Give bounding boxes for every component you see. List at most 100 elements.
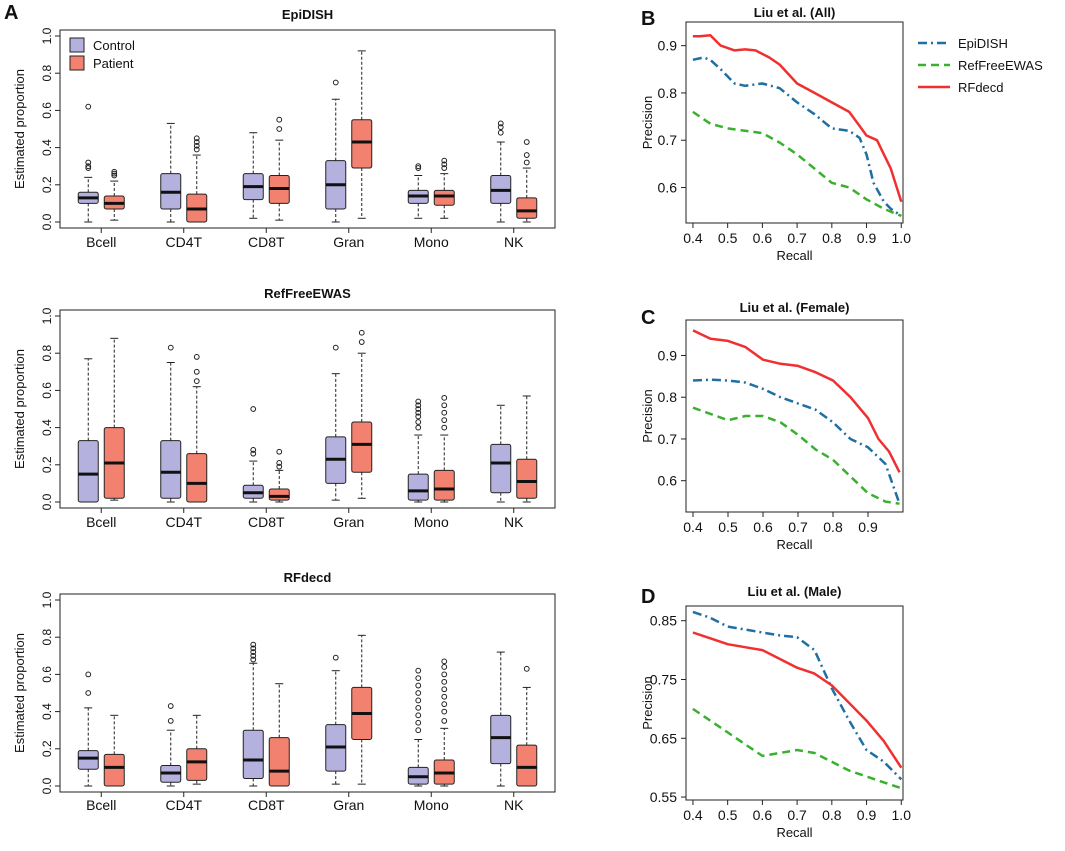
y-tick-label: 1.0 xyxy=(40,591,54,608)
box-cd4t-control xyxy=(160,703,182,787)
series-line-reffreeewas xyxy=(692,406,900,505)
box-cd4t-patient xyxy=(186,714,208,785)
y-tick-label: 0.75 xyxy=(650,671,677,687)
category-label: Bcell xyxy=(86,234,116,250)
y-tick-label: 0.0 xyxy=(40,493,54,510)
box-body xyxy=(351,421,373,473)
category-label: Gran xyxy=(333,514,364,530)
category-label: Mono xyxy=(414,234,449,250)
plot-title: EpiDISH xyxy=(282,7,333,22)
outlier-point xyxy=(441,161,448,168)
category-label: CD4T xyxy=(165,797,202,813)
outlier-point xyxy=(441,718,448,724)
outlier-point xyxy=(167,344,174,351)
outlier-point xyxy=(111,172,118,179)
box-legend: Control Patient xyxy=(69,37,135,71)
box-body xyxy=(160,440,182,499)
outlier-point xyxy=(415,719,422,726)
box-nk-patient xyxy=(516,665,538,787)
outlier-point xyxy=(358,329,365,336)
outlier-point xyxy=(415,419,422,425)
outlier-point xyxy=(415,690,422,696)
outlier-point xyxy=(415,163,422,170)
y-axis-label: Precision xyxy=(640,389,655,442)
category-label: Gran xyxy=(333,234,364,250)
box-mono-patient xyxy=(433,658,455,787)
box-body xyxy=(516,458,538,499)
box-mono-patient xyxy=(433,157,455,219)
outlier-point xyxy=(497,124,504,131)
outlier-point xyxy=(441,701,448,708)
legend-rfdecd-label: RFdecd xyxy=(958,80,1004,95)
x-tick-label: 0.5 xyxy=(718,230,738,246)
outlier-point xyxy=(250,641,257,648)
outlier-point xyxy=(250,652,257,659)
x-axis-label: Recall xyxy=(776,537,812,552)
plot-frame xyxy=(59,29,556,229)
category-label: CD8T xyxy=(248,234,285,250)
x-tick-label: 0.5 xyxy=(718,807,738,823)
outlier-point xyxy=(332,344,339,351)
series-line-epidish xyxy=(692,378,901,505)
outlier-point xyxy=(441,664,448,670)
y-tick-label: 0.9 xyxy=(658,38,678,54)
box-body xyxy=(433,469,455,501)
box-body xyxy=(77,750,99,770)
box-nk-patient xyxy=(516,139,538,223)
x-tick-label: 0.9 xyxy=(857,807,877,823)
y-tick-label: 0.65 xyxy=(650,730,677,746)
outlier-point xyxy=(415,406,422,412)
y-axis-label: Precision xyxy=(640,96,655,149)
box-bcell-patient xyxy=(103,714,125,787)
legend-reffree-label: RefFreeEWAS xyxy=(958,58,1043,73)
y-tick-label: 0.4 xyxy=(40,419,54,436)
x-tick-label: 0.8 xyxy=(822,807,842,823)
outlier-point xyxy=(250,447,257,453)
category-label: NK xyxy=(504,797,524,813)
x-tick-label: 0.9 xyxy=(858,519,878,535)
plot-frame xyxy=(685,605,904,801)
y-axis-label: Precision xyxy=(640,676,655,729)
y-tick-label: 0.6 xyxy=(40,102,54,119)
outlier-point xyxy=(332,79,339,86)
y-tick-label: 0.6 xyxy=(40,382,54,399)
outlier-point xyxy=(85,163,92,170)
outlier-point xyxy=(441,678,448,685)
outlier-point xyxy=(415,402,422,409)
box-body xyxy=(351,119,373,169)
plot-title: Liu et al. (Female) xyxy=(740,300,850,315)
category-label: CD4T xyxy=(165,514,202,530)
box-nk-patient xyxy=(516,395,538,503)
box-cd8t-control xyxy=(242,132,264,219)
x-tick-label: 0.7 xyxy=(788,519,808,535)
outlier-point xyxy=(523,152,530,158)
y-tick-label: 0.0 xyxy=(40,777,54,794)
y-tick-label: 0.7 xyxy=(658,132,678,148)
y-tick-label: 0.2 xyxy=(40,456,54,473)
outlier-point xyxy=(193,354,200,360)
boxplot-panel-2: RefFreeEWAS Estimated proportion 0.0 0.2 0.4… xyxy=(12,286,556,530)
outlier-point xyxy=(441,424,448,431)
box-cd4t-patient xyxy=(186,354,208,503)
box-cd8t-patient xyxy=(268,683,290,787)
outlier-point xyxy=(415,697,422,704)
plot-frame xyxy=(59,309,556,509)
box-mono-patient xyxy=(433,394,455,503)
y-tick-label: 0.55 xyxy=(650,789,677,805)
panel-letter-b: B xyxy=(641,8,655,30)
boxplot-panel-1: EpiDISH Estimated proportion 0.0 0.2 0.4 0.6 0… xyxy=(12,7,556,250)
y-tick-label: 0.8 xyxy=(658,85,678,101)
box-cd8t-patient xyxy=(268,448,290,503)
x-tick-label: 0.6 xyxy=(753,807,773,823)
series-line-rfdecd xyxy=(692,329,901,473)
outlier-point xyxy=(85,159,92,166)
outlier-point xyxy=(193,142,200,149)
y-tick-label: 0.6 xyxy=(40,666,54,683)
box-gran-patient xyxy=(351,634,373,785)
legend-patient-swatch xyxy=(69,55,85,71)
box-body xyxy=(242,729,264,780)
outlier-point xyxy=(441,708,448,715)
y-tick-label: 0.85 xyxy=(650,613,677,629)
x-tick-label: 0.8 xyxy=(823,519,843,535)
y-tick-label: 1.0 xyxy=(40,307,54,324)
